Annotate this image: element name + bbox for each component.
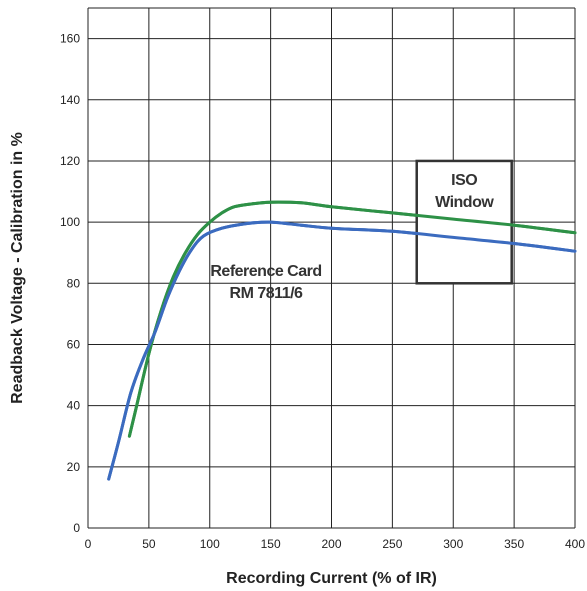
series-line-2	[107, 220, 577, 481]
reference-card-label: Reference Card	[210, 263, 321, 280]
y-tick-label: 20	[67, 460, 81, 474]
x-tick-label: 50	[142, 537, 156, 551]
y-tick-label: 0	[73, 521, 80, 535]
y-tick-label: 60	[67, 337, 81, 351]
y-tick-label: 100	[60, 215, 80, 229]
x-tick-label: 100	[200, 537, 220, 551]
tick-labels: 0 50 100 150 200 250 300 350 400 0 20 40 60 80 100 120 1…	[60, 32, 585, 551]
y-tick-label: 160	[60, 32, 80, 46]
x-axis-label: Recording Current (% of IR)	[226, 570, 437, 587]
x-tick-label: 200	[321, 537, 341, 551]
x-tick-label: 250	[382, 537, 402, 551]
y-axis-label: Readback Voltage - Calibration in %	[9, 132, 26, 404]
y-tick-label: 40	[67, 399, 81, 413]
iso-window-label: ISO	[451, 172, 477, 189]
x-tick-label: 350	[504, 537, 524, 551]
x-tick-label: 300	[443, 537, 463, 551]
y-tick-label: 120	[60, 154, 80, 168]
x-tick-label: 0	[85, 537, 92, 551]
reference-card-label: RM 7811/6	[230, 285, 303, 302]
iso-window-label: Window	[435, 194, 494, 211]
y-tick-label: 80	[67, 276, 81, 290]
y-tick-label: 140	[60, 93, 80, 107]
series-lines-overlay	[107, 200, 577, 481]
x-tick-label: 400	[565, 537, 585, 551]
x-tick-label: 150	[261, 537, 281, 551]
